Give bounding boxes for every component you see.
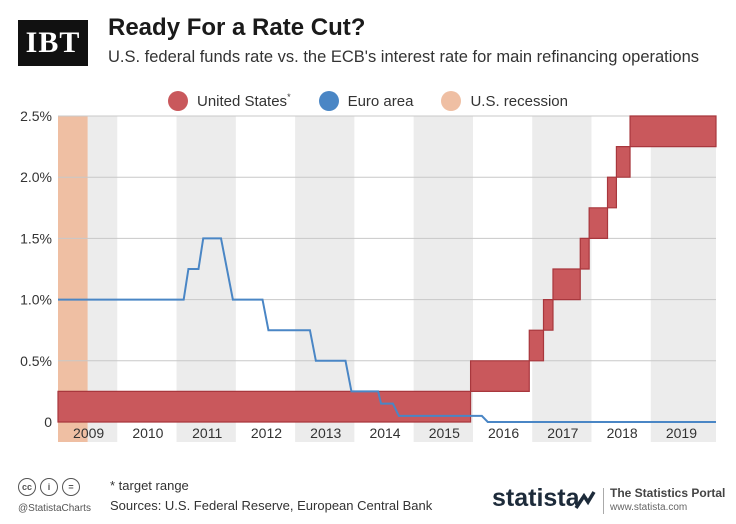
y-tick-label-2: 1.0% <box>20 292 52 308</box>
year-band-0 <box>87 116 118 442</box>
y-tick-label-0: 0 <box>44 414 52 430</box>
recession-band-group <box>58 116 88 442</box>
year-band-5 <box>650 116 716 442</box>
footnote: * target range <box>110 478 189 493</box>
statista-brand[interactable]: statista <box>492 484 580 512</box>
attribution-icon: i <box>40 478 58 496</box>
chart-title: Ready For a Rate Cut? <box>108 14 366 41</box>
license-icons: cc i = <box>18 478 80 496</box>
cc-icon: cc <box>18 478 36 496</box>
y-tick-label-5: 2.5% <box>20 110 52 124</box>
us-rate-band <box>57 115 717 423</box>
legend-swatch-euro <box>318 91 339 111</box>
portal-url[interactable]: www.statista.com <box>610 502 688 513</box>
statista-mark-icon <box>574 491 596 509</box>
year-band-3 <box>413 116 473 442</box>
x-tick-label-9: 2018 <box>607 425 638 441</box>
x-tick-label-8: 2017 <box>547 425 578 441</box>
x-tick-label-6: 2015 <box>429 425 460 441</box>
euro-series-group <box>58 237 716 423</box>
x-tick-label-4: 2013 <box>310 425 341 441</box>
sources: Sources: U.S. Federal Reserve, European … <box>110 498 433 513</box>
y-tick-label-3: 1.5% <box>20 230 52 246</box>
ibt-logo: IBT <box>18 20 88 66</box>
year-band-2 <box>295 116 355 442</box>
legend-swatch-us <box>168 91 188 111</box>
legend-label-us: United States* <box>197 92 291 110</box>
legend-label-euro: Euro area <box>347 92 414 110</box>
brand-divider <box>603 488 604 514</box>
legend-item-euro: Euro area <box>318 90 414 112</box>
us-series-group <box>57 115 717 423</box>
euro-rate-line <box>58 237 716 423</box>
y-axis-ticks: 0 0.5% 1.0% 1.5% 2.0% 2.5% <box>20 110 52 430</box>
twitter-handle[interactable]: @StatistaCharts <box>18 503 91 514</box>
rate-chart: 00.5%1.0%1.5%2.0%2.5% 2009 2010 2011 2012 20… <box>20 110 717 442</box>
x-tick-label-3: 2012 <box>251 425 282 441</box>
chart-subtitle: U.S. federal funds rate vs. the ECB's in… <box>108 48 700 66</box>
legend-item-recession: U.S. recession <box>441 90 568 112</box>
x-tick-label-2: 2011 <box>192 425 222 441</box>
legend-label-recession: U.S. recession <box>470 92 568 110</box>
x-tick-label-7: 2016 <box>488 425 519 441</box>
legend-swatch-recession <box>441 91 462 111</box>
x-tick-label-1: 2010 <box>132 425 163 441</box>
x-tick-label-5: 2014 <box>369 425 400 441</box>
legend-item-us: United States* <box>168 90 291 112</box>
no-derivatives-icon: = <box>62 478 80 496</box>
y-tick-label-1: 0.5% <box>20 353 52 369</box>
x-tick-label-10: 2019 <box>666 425 697 441</box>
recession-band <box>58 116 88 442</box>
legend: United States* Euro area U.S. recession <box>0 90 736 112</box>
x-axis-ticks: 2009 2010 2011 2012 2013 2014 2015 2016 2017 2018… <box>73 425 697 441</box>
portal-name: The Statistics Portal <box>610 486 726 500</box>
gridlines <box>58 115 716 362</box>
x-tick-label-0: 2009 <box>73 425 104 441</box>
y-tick-label-4: 2.0% <box>20 169 52 185</box>
